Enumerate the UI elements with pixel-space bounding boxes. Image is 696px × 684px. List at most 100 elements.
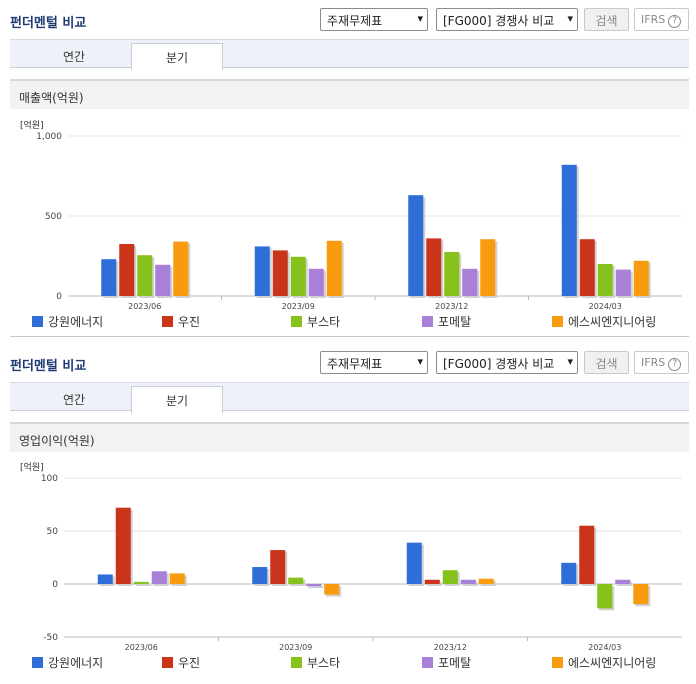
chevron-down-icon: ▾ bbox=[417, 355, 423, 368]
y-tick-label: 0 bbox=[52, 580, 58, 590]
bar[interactable] bbox=[169, 573, 185, 584]
x-tick-label: 2024/03 bbox=[588, 643, 621, 652]
bar[interactable] bbox=[290, 256, 306, 296]
bar[interactable] bbox=[406, 542, 422, 584]
bar[interactable] bbox=[442, 570, 458, 584]
tab-annual[interactable]: 연간 bbox=[62, 50, 86, 64]
y-tick-label: 500 bbox=[45, 212, 62, 222]
chart-title: 매출액(억원) bbox=[19, 91, 84, 105]
revenue-bar-chart: 0 500 1,000 2023/06 2023/09 2023/12 2024/03 bbox=[36, 132, 682, 311]
search-button[interactable]: 검색 bbox=[584, 8, 629, 31]
bar[interactable] bbox=[579, 525, 595, 584]
bar[interactable] bbox=[426, 238, 442, 296]
divider bbox=[10, 336, 689, 337]
legend-item[interactable]: 포메탈 bbox=[422, 313, 471, 330]
y-tick-label: -50 bbox=[43, 633, 58, 643]
y-tick-label: 100 bbox=[41, 474, 58, 484]
bar[interactable] bbox=[462, 268, 478, 296]
legend-label: 강원에너지 bbox=[48, 315, 104, 329]
chart-header: 매출액(억원) bbox=[10, 79, 689, 109]
bar[interactable] bbox=[633, 260, 649, 296]
competitor-select[interactable]: [FG000] 경쟁사 비교 ▾ bbox=[436, 351, 578, 374]
bar[interactable] bbox=[561, 164, 577, 296]
panel-title: 펀더멘털 비교 bbox=[10, 16, 87, 31]
bar[interactable] bbox=[272, 250, 288, 296]
chevron-down-icon: ▾ bbox=[567, 355, 573, 368]
fundamental-panel-operating-profit: 펀더멘털 비교 주재무제표 ▾ [FG000] 경쟁사 비교 ▾ 검색 IFRS? … bbox=[0, 343, 696, 670]
legend-item[interactable]: 강원에너지 bbox=[32, 313, 103, 330]
legend-item[interactable]: 우진 bbox=[162, 313, 200, 330]
bar[interactable] bbox=[615, 269, 631, 296]
x-tick-label: 2023/09 bbox=[282, 302, 315, 311]
bar[interactable] bbox=[480, 239, 496, 296]
search-button[interactable]: 검색 bbox=[584, 351, 629, 374]
y-tick-label: 0 bbox=[56, 292, 62, 302]
bar[interactable] bbox=[444, 252, 460, 296]
panel-title: 펀더멘털 비교 bbox=[10, 359, 87, 374]
legend-swatch bbox=[291, 316, 302, 327]
help-icon[interactable]: ? bbox=[668, 15, 682, 28]
bar[interactable] bbox=[270, 550, 286, 584]
x-tick-label: 2024/03 bbox=[589, 302, 622, 311]
bar[interactable] bbox=[173, 241, 189, 296]
help-icon[interactable]: ? bbox=[668, 358, 682, 371]
legend-item[interactable]: 포메탈 bbox=[422, 654, 471, 671]
legend-swatch bbox=[162, 657, 173, 668]
bar[interactable] bbox=[254, 246, 270, 296]
bar[interactable] bbox=[137, 255, 153, 296]
legend-item[interactable]: 우진 bbox=[162, 654, 200, 671]
tab-annual[interactable]: 연간 bbox=[62, 393, 86, 407]
panel-header: 펀더멘털 비교 주재무제표 ▾ [FG000] 경쟁사 비교 ▾ 검색 IFRS? bbox=[0, 343, 696, 381]
bar[interactable] bbox=[119, 244, 135, 296]
legend-swatch bbox=[552, 657, 563, 668]
unit-label: [억원] bbox=[20, 121, 44, 131]
bar[interactable] bbox=[155, 264, 171, 296]
legend-item[interactable]: 부스타 bbox=[291, 654, 340, 671]
unit-label: [억원] bbox=[20, 463, 44, 473]
legend-swatch bbox=[32, 657, 43, 668]
y-tick-label: 1,000 bbox=[36, 132, 62, 142]
legend-label: 강원에너지 bbox=[48, 656, 104, 670]
bar[interactable] bbox=[579, 239, 595, 296]
operating-profit-bar-chart: -50 0 50 100 2023/06 2023/09 2023/12 2024/03 bbox=[41, 474, 682, 652]
legend-swatch bbox=[422, 316, 433, 327]
statement-select[interactable]: 주재무제표 ▾ bbox=[320, 351, 428, 374]
competitor-select-value: [FG000] 경쟁사 비교 bbox=[443, 357, 555, 371]
bar[interactable] bbox=[97, 574, 113, 584]
ifrs-button[interactable]: IFRS? bbox=[634, 351, 689, 374]
tab-quarterly[interactable]: 분기 bbox=[131, 386, 223, 413]
x-tick-label: 2023/06 bbox=[125, 643, 158, 652]
tab-quarterly[interactable]: 분기 bbox=[131, 43, 223, 70]
legend-item[interactable]: 에스씨엔지니어링 bbox=[552, 654, 656, 671]
bar[interactable] bbox=[478, 578, 494, 584]
bar[interactable] bbox=[115, 507, 131, 584]
bar[interactable] bbox=[408, 195, 424, 296]
statement-select-value: 주재무제표 bbox=[327, 357, 383, 371]
bar[interactable] bbox=[615, 579, 631, 584]
bar[interactable] bbox=[326, 240, 342, 296]
bar[interactable] bbox=[306, 584, 322, 587]
x-tick-label: 2023/09 bbox=[279, 643, 312, 652]
legend-item[interactable]: 에스씨엔지니어링 bbox=[552, 313, 656, 330]
bar[interactable] bbox=[308, 268, 324, 296]
bar[interactable] bbox=[597, 584, 613, 609]
legend-label: 포메탈 bbox=[438, 315, 472, 329]
bar[interactable] bbox=[561, 562, 577, 584]
bar[interactable] bbox=[597, 264, 613, 296]
legend-item[interactable]: 강원에너지 bbox=[32, 654, 103, 671]
bar[interactable] bbox=[252, 567, 268, 584]
ifrs-button[interactable]: IFRS? bbox=[634, 8, 689, 31]
competitor-select[interactable]: [FG000] 경쟁사 비교 ▾ bbox=[436, 8, 578, 31]
legend-item[interactable]: 부스타 bbox=[291, 313, 340, 330]
bar[interactable] bbox=[460, 579, 476, 584]
bar[interactable] bbox=[288, 577, 304, 584]
bar[interactable] bbox=[101, 259, 117, 296]
bar[interactable] bbox=[324, 584, 340, 595]
legend-label: 에스씨엔지니어링 bbox=[568, 656, 657, 670]
bar[interactable] bbox=[424, 579, 440, 584]
bar[interactable] bbox=[151, 571, 167, 584]
statement-select[interactable]: 주재무제표 ▾ bbox=[320, 8, 428, 31]
x-tick-label: 2023/12 bbox=[434, 643, 467, 652]
bar[interactable] bbox=[633, 584, 649, 605]
bar[interactable] bbox=[133, 581, 149, 584]
